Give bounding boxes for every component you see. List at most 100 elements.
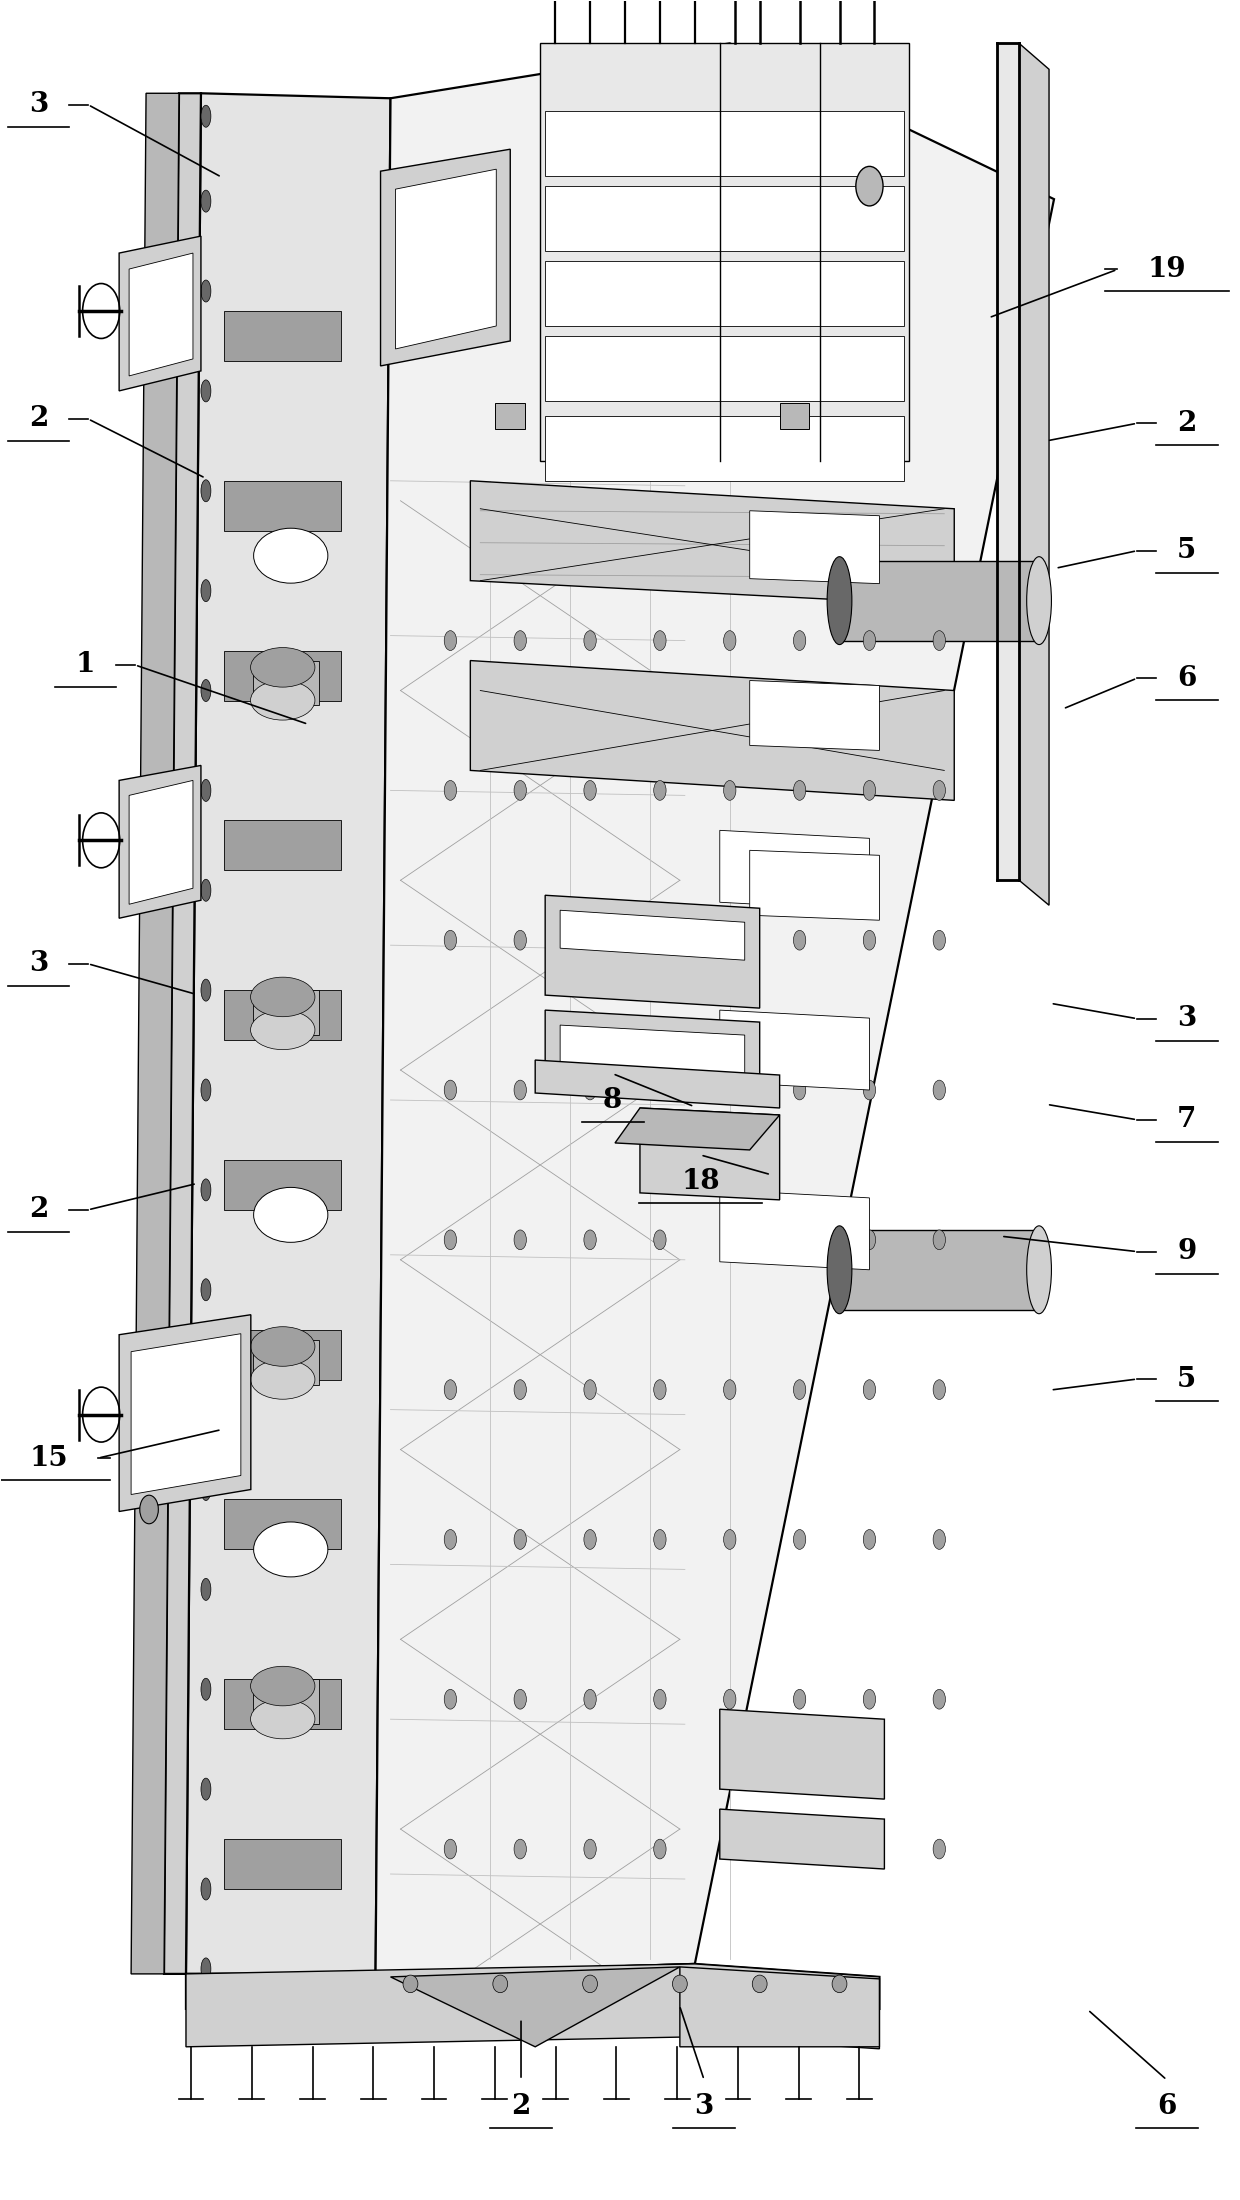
Ellipse shape <box>932 1839 945 1859</box>
Ellipse shape <box>584 631 596 651</box>
Ellipse shape <box>653 1379 666 1399</box>
Ellipse shape <box>201 579 211 601</box>
Polygon shape <box>224 310 341 361</box>
Polygon shape <box>186 92 391 1973</box>
Polygon shape <box>391 1967 680 2046</box>
Ellipse shape <box>932 1379 945 1399</box>
Ellipse shape <box>794 1379 806 1399</box>
Text: 3: 3 <box>694 2092 714 2121</box>
Ellipse shape <box>201 1778 211 1800</box>
Polygon shape <box>253 1679 319 1725</box>
Polygon shape <box>546 187 904 251</box>
Text: 7: 7 <box>1177 1107 1197 1133</box>
Ellipse shape <box>653 1230 666 1250</box>
Polygon shape <box>224 482 341 530</box>
Polygon shape <box>381 150 510 365</box>
Polygon shape <box>719 1808 884 1870</box>
Ellipse shape <box>584 1839 596 1859</box>
Ellipse shape <box>250 647 315 686</box>
Ellipse shape <box>863 781 875 801</box>
Ellipse shape <box>932 1230 945 1250</box>
Polygon shape <box>224 651 341 700</box>
Ellipse shape <box>794 631 806 651</box>
Polygon shape <box>997 44 1019 880</box>
Polygon shape <box>546 262 904 326</box>
Ellipse shape <box>254 1522 327 1577</box>
Ellipse shape <box>672 1976 687 1993</box>
Ellipse shape <box>856 167 883 207</box>
Polygon shape <box>719 1010 869 1089</box>
Ellipse shape <box>444 781 456 801</box>
Ellipse shape <box>444 631 456 651</box>
Polygon shape <box>750 851 879 920</box>
Polygon shape <box>186 1965 879 2009</box>
Ellipse shape <box>492 1976 507 1993</box>
Ellipse shape <box>724 1839 735 1859</box>
Ellipse shape <box>832 1976 847 1993</box>
Ellipse shape <box>653 1529 666 1549</box>
Text: 8: 8 <box>603 1087 622 1113</box>
Ellipse shape <box>444 1690 456 1709</box>
Polygon shape <box>719 829 869 911</box>
Ellipse shape <box>201 1958 211 1980</box>
Ellipse shape <box>201 1478 211 1500</box>
Ellipse shape <box>932 1690 945 1709</box>
Ellipse shape <box>250 1010 315 1049</box>
Text: 2: 2 <box>511 2092 531 2121</box>
Ellipse shape <box>794 1230 806 1250</box>
Polygon shape <box>536 1060 780 1109</box>
Text: 1: 1 <box>76 651 95 678</box>
Polygon shape <box>253 660 319 706</box>
Polygon shape <box>615 1109 780 1151</box>
Text: 2: 2 <box>29 1197 48 1223</box>
Ellipse shape <box>201 1078 211 1100</box>
Ellipse shape <box>515 1690 527 1709</box>
Text: 15: 15 <box>29 1445 68 1472</box>
Polygon shape <box>546 895 760 1008</box>
Ellipse shape <box>444 1839 456 1859</box>
Ellipse shape <box>932 1080 945 1100</box>
Polygon shape <box>224 1159 341 1210</box>
Ellipse shape <box>827 1225 852 1313</box>
Text: 5: 5 <box>1177 1366 1197 1393</box>
Polygon shape <box>546 337 904 400</box>
Polygon shape <box>186 1965 879 2048</box>
Ellipse shape <box>515 931 527 950</box>
Ellipse shape <box>863 631 875 651</box>
Ellipse shape <box>250 1327 315 1366</box>
Ellipse shape <box>201 1577 211 1599</box>
Ellipse shape <box>1027 557 1052 645</box>
Ellipse shape <box>794 1839 806 1859</box>
Polygon shape <box>224 821 341 871</box>
Ellipse shape <box>863 1839 875 1859</box>
Ellipse shape <box>515 1839 527 1859</box>
Ellipse shape <box>250 680 315 719</box>
Polygon shape <box>546 1010 760 1100</box>
Polygon shape <box>719 1190 869 1269</box>
Polygon shape <box>224 1839 341 1890</box>
Polygon shape <box>560 1025 745 1080</box>
Ellipse shape <box>444 1379 456 1399</box>
Ellipse shape <box>724 1080 735 1100</box>
Polygon shape <box>253 1340 319 1384</box>
Ellipse shape <box>932 631 945 651</box>
Polygon shape <box>546 112 904 176</box>
Ellipse shape <box>254 1188 327 1243</box>
Ellipse shape <box>724 1379 735 1399</box>
Ellipse shape <box>653 781 666 801</box>
Polygon shape <box>541 44 909 460</box>
Ellipse shape <box>515 781 527 801</box>
Ellipse shape <box>863 1080 875 1100</box>
Ellipse shape <box>201 480 211 502</box>
Ellipse shape <box>932 781 945 801</box>
Ellipse shape <box>201 106 211 128</box>
Ellipse shape <box>794 1080 806 1100</box>
Ellipse shape <box>201 279 211 301</box>
Ellipse shape <box>584 1529 596 1549</box>
Ellipse shape <box>444 1080 456 1100</box>
Text: 3: 3 <box>29 950 48 977</box>
Ellipse shape <box>794 1690 806 1709</box>
Ellipse shape <box>444 931 456 950</box>
Text: 18: 18 <box>681 1168 719 1195</box>
Polygon shape <box>224 1679 341 1729</box>
